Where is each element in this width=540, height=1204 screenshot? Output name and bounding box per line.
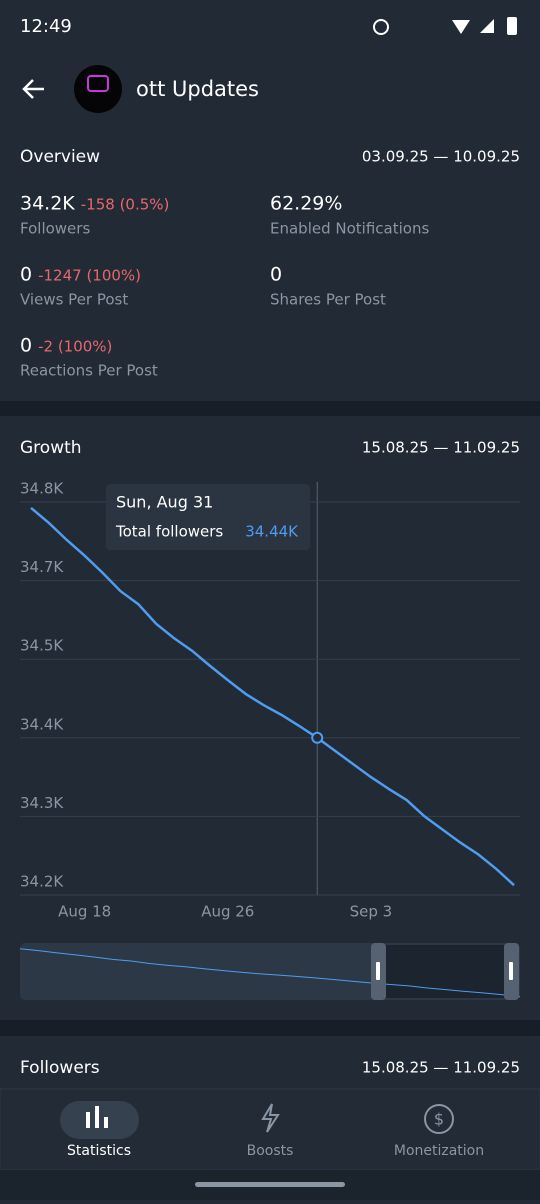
stat-value: 62.29% (270, 193, 342, 215)
handle-grip (376, 962, 380, 980)
date-range: 15.08.25 — 11.09.25 (362, 1059, 520, 1077)
date-range: 03.09.25 — 10.09.25 (362, 148, 520, 166)
tooltip-date: Sun, Aug 31 (116, 493, 213, 512)
stat-value: 0 (20, 335, 32, 357)
stat-label: Enabled Notifications (270, 220, 429, 238)
y-tick-label: 34.4K (20, 715, 64, 733)
separator (0, 1020, 540, 1036)
channel-title: ott Updates (136, 77, 259, 101)
section-title: Growth (20, 438, 82, 458)
nav-active-pill (60, 1101, 139, 1139)
y-tick-label: 34.7K (20, 558, 64, 576)
separator (0, 401, 540, 416)
y-tick-label: 34.3K (20, 794, 64, 812)
stat-value: 0 (20, 264, 32, 286)
stat-label: Reactions Per Post (20, 362, 158, 380)
handle-grip (509, 962, 513, 980)
stat-label: Shares Per Post (270, 291, 386, 309)
x-tick-label: Sep 3 (350, 903, 393, 921)
back-button[interactable] (22, 79, 44, 99)
y-tick-label: 34.2K (20, 873, 64, 891)
stat-value: 0 (270, 264, 282, 286)
section-title: Overview (20, 147, 100, 167)
tooltip (106, 484, 310, 550)
nav-label[interactable]: Boosts (247, 1143, 294, 1159)
stat-value: 34.2K (20, 193, 75, 215)
nav-label[interactable]: Statistics (67, 1143, 131, 1159)
y-tick-label: 34.5K (20, 637, 64, 655)
navigator-line (19, 948, 521, 998)
section-title: Followers (20, 1058, 100, 1078)
stat-delta: -1247 (100%) (38, 267, 141, 285)
date-range: 15.08.25 — 11.09.25 (362, 439, 520, 457)
tooltip-label: Total followers (115, 523, 223, 541)
status-time: 12:49 (20, 16, 72, 37)
dollar-sign: $ (434, 1110, 444, 1129)
status-icons (373, 17, 517, 35)
stat-delta: -2 (100%) (38, 338, 112, 356)
stat-label: Views Per Post (20, 291, 128, 309)
statistics-icon (86, 1106, 108, 1128)
gesture-bar (195, 1182, 345, 1187)
navigator-window[interactable] (384, 945, 504, 998)
avatar-logo (87, 75, 109, 92)
monetization-icon (424, 1104, 454, 1134)
nav-label[interactable]: Monetization (394, 1143, 484, 1159)
x-tick-label: Aug 18 (58, 903, 111, 921)
stats: 34.2K -158 (0.5%) Followers 62.29% Enabled N… (20, 193, 429, 380)
line-series (30, 506, 515, 887)
tooltip-value: 34.44K (245, 523, 299, 541)
cursor-point (311, 731, 324, 744)
growth-chart[interactable]: 34.2K 34.3K 34.4K 34.5K 34.7K 34.8K Aug 18 Aug … (19, 480, 521, 1001)
avatar[interactable] (74, 65, 122, 113)
boosts-icon (261, 1103, 280, 1133)
stat-delta: -158 (0.5%) (81, 196, 170, 214)
stat-label: Followers (20, 220, 90, 238)
y-tick-label: 34.8K (20, 480, 64, 498)
x-tick-label: Aug 26 (201, 903, 254, 921)
nav-items: Statistics Boosts Monetization (67, 1143, 484, 1159)
